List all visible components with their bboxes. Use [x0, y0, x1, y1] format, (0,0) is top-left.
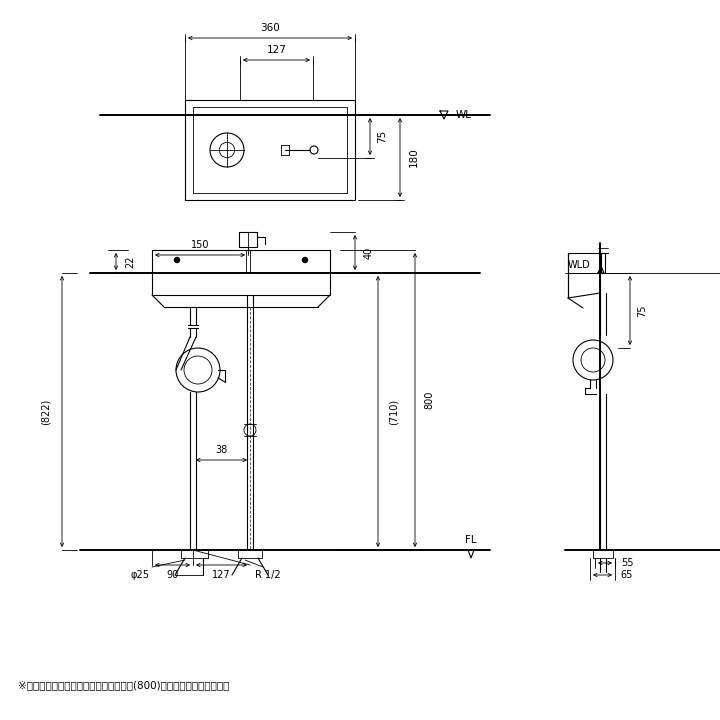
Text: 22: 22	[125, 256, 135, 268]
Text: 38: 38	[215, 445, 228, 455]
Text: WLD: WLD	[567, 260, 590, 270]
Text: 360: 360	[260, 23, 280, 33]
Circle shape	[174, 258, 179, 263]
Text: φ25: φ25	[130, 570, 150, 580]
Text: 180: 180	[409, 148, 419, 167]
Text: 127: 127	[212, 570, 231, 580]
Text: 75: 75	[637, 305, 647, 317]
Text: R 1/2: R 1/2	[255, 570, 281, 580]
Circle shape	[302, 258, 307, 263]
Text: (822): (822)	[41, 398, 51, 425]
Text: WL: WL	[456, 110, 472, 120]
Text: 55: 55	[621, 558, 634, 568]
Text: 75: 75	[377, 130, 387, 143]
Text: 65: 65	[621, 570, 633, 580]
Text: FL: FL	[465, 535, 477, 545]
Text: 800: 800	[424, 391, 434, 409]
Text: 127: 127	[266, 45, 287, 55]
Text: ※（　）内寸法は、手洗器あふれ縁高さ(800)を基準にした参考寸法。: ※（ ）内寸法は、手洗器あふれ縁高さ(800)を基準にした参考寸法。	[18, 680, 230, 690]
Text: 150: 150	[191, 240, 210, 250]
Text: 90: 90	[166, 570, 179, 580]
Text: (710): (710)	[389, 398, 399, 425]
Text: 40: 40	[364, 246, 374, 258]
